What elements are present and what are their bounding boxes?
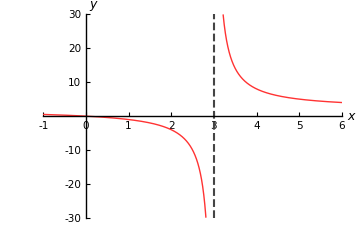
Text: x: x [347,110,355,123]
Text: y: y [89,0,97,11]
